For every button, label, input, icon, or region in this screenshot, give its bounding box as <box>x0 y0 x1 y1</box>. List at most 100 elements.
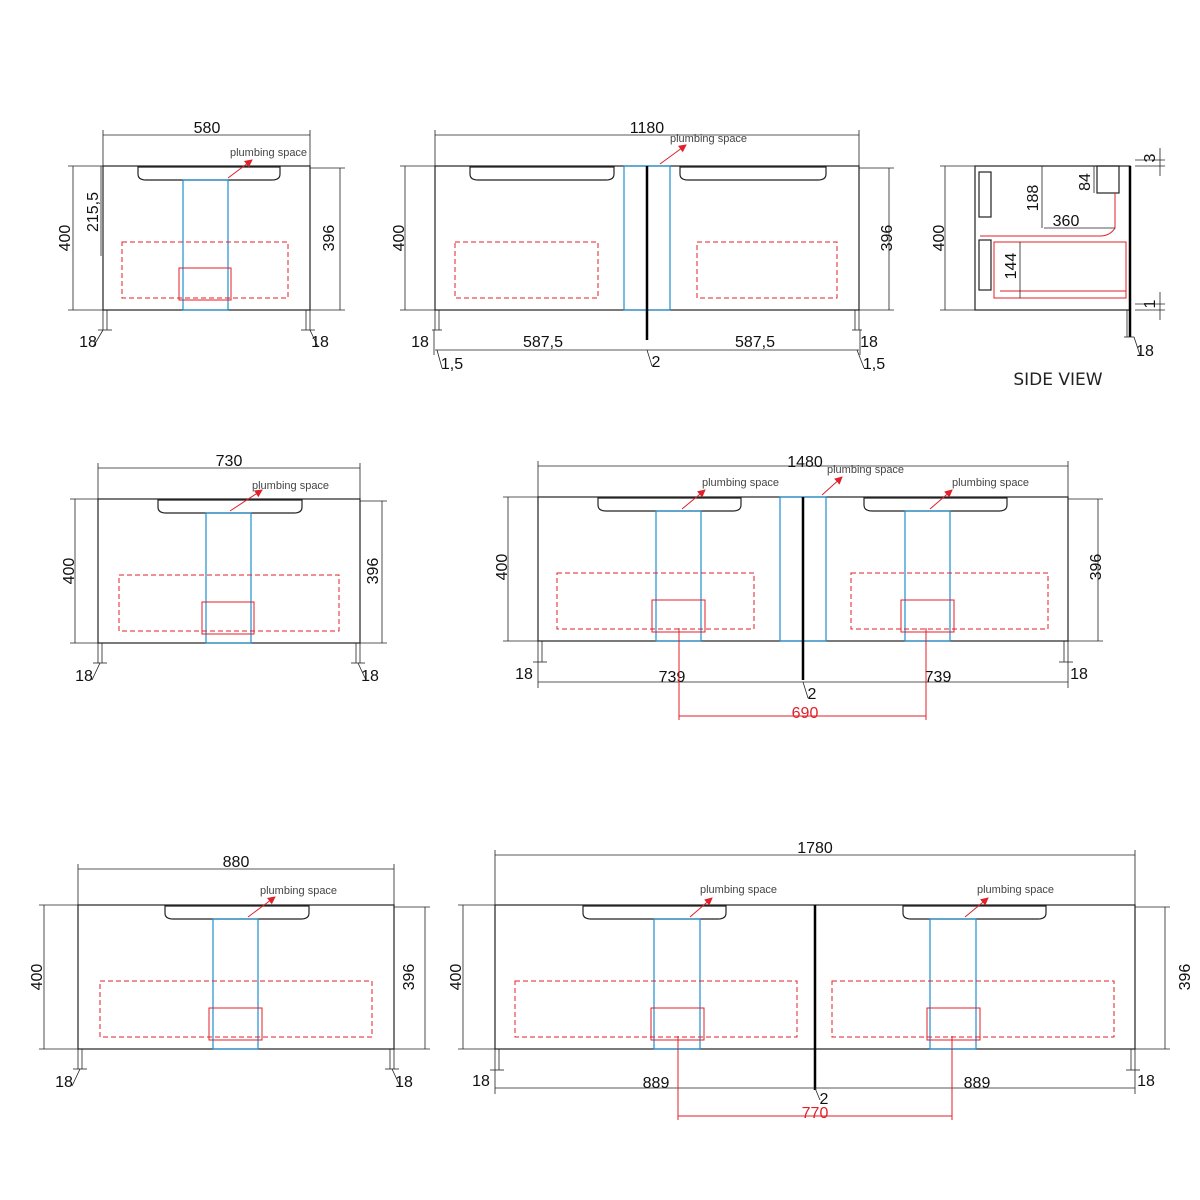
runner-top <box>978 171 992 218</box>
width-label: 580 <box>194 120 221 137</box>
siphon-box <box>208 1007 263 1041</box>
siphon-box <box>178 267 232 301</box>
siphon-box-right <box>900 599 955 633</box>
dim-3: 3 <box>1142 153 1159 162</box>
plumbing-label-left: plumbing space <box>700 884 777 896</box>
height-left-label: 400 <box>29 964 46 991</box>
plumbing-zone <box>205 512 252 644</box>
height-left-label: 400 <box>391 225 408 252</box>
plumbing-label: plumbing space <box>670 133 747 145</box>
leg-right-label: 18 <box>395 1074 413 1091</box>
fluted-front-panel <box>77 904 395 1050</box>
plumbing-zone-right <box>904 510 951 642</box>
plumbing-label-center: plumbing space <box>827 464 904 476</box>
drawer-outline <box>121 241 289 299</box>
plumbing-zone-left <box>655 510 702 642</box>
fluted-front-panel <box>97 498 361 644</box>
plumbing-label: plumbing space <box>230 147 307 159</box>
drawer-outline-left <box>514 980 798 1038</box>
extra-left-label: 215,5 <box>85 192 102 232</box>
drawer-outline-right <box>850 572 1049 630</box>
dim-188: 188 <box>1025 185 1042 212</box>
leg-right-label: 18 <box>1137 1073 1155 1090</box>
siphon-box-left <box>650 1007 705 1041</box>
siphon-box-right <box>926 1007 981 1041</box>
gap-right-label: 1,5 <box>863 356 885 373</box>
gap-left-label: 1,5 <box>441 356 463 373</box>
leg-left-label: 18 <box>515 666 533 683</box>
plumbing-zone-left <box>653 918 701 1050</box>
dim-360: 360 <box>1053 213 1080 230</box>
dim-144: 144 <box>1003 253 1020 280</box>
basin-cutout-left <box>597 497 742 512</box>
height-left-label: 400 <box>57 225 74 252</box>
basin-cutout <box>157 499 303 514</box>
drain-spacing-label: 690 <box>792 705 819 722</box>
drawer-side <box>993 241 1127 299</box>
unit-1780-front-view: plumbing space plumbing space 1780 400 3… <box>448 840 1194 1122</box>
leg-right-label: 18 <box>311 334 329 351</box>
plumbing-label-right: plumbing space <box>977 884 1054 896</box>
leg-left-label: 18 <box>472 1073 490 1090</box>
height-left-label: 400 <box>448 964 465 991</box>
unit-730-front-view: plumbing space 730 400 396 18 18 <box>61 453 387 685</box>
door-width-right: 587,5 <box>735 334 775 351</box>
drawer-outline <box>118 574 340 632</box>
height-label: 400 <box>931 225 948 252</box>
plumbing-zone-right <box>929 918 977 1050</box>
dim-1: 1 <box>1142 299 1159 308</box>
fluted-front-panel <box>102 165 311 311</box>
door-width-left: 739 <box>659 669 686 686</box>
drawer-outline-right <box>831 980 1115 1038</box>
basin-profile <box>980 193 1116 237</box>
width-label: 1780 <box>797 840 833 857</box>
basin-cutout <box>164 905 310 920</box>
plumbing-label: plumbing space <box>252 480 329 492</box>
plumbing-zone <box>182 179 229 311</box>
door-width-right: 739 <box>925 669 952 686</box>
drawer-outline <box>99 980 373 1038</box>
leg-right-label: 18 <box>361 668 379 685</box>
side-view-caption: SIDE VIEW <box>1013 370 1102 390</box>
width-label: 730 <box>216 453 243 470</box>
unit-880-front-view: plumbing space 880 400 396 18 18 <box>29 854 430 1091</box>
width-label: 880 <box>223 854 250 871</box>
runner-bottom <box>978 239 992 291</box>
basin-cutout-left <box>582 905 727 920</box>
unit-580-front-view: plumbing space 580 400 215,5 396 18 18 <box>57 120 345 351</box>
height-right-label: 396 <box>365 558 382 585</box>
gap-center-label: 2 <box>820 1091 829 1108</box>
siphon-box <box>201 601 255 635</box>
basin-cutout <box>137 166 281 181</box>
basin-cutout-right <box>863 497 1008 512</box>
width-label: 1180 <box>630 120 665 137</box>
height-right-label: 396 <box>1177 964 1194 991</box>
siphon-box-left <box>651 599 706 633</box>
height-left-label: 400 <box>494 554 511 581</box>
drawer-outline-left <box>556 572 755 630</box>
gap-center-label: 2 <box>652 354 661 371</box>
unit-1180-front-view: plumbing space 1180 400 396 18 18 587,5 … <box>391 120 896 373</box>
basin-cutout-right <box>679 166 827 181</box>
leg-right-label: 18 <box>860 334 878 351</box>
height-right-label: 396 <box>401 964 418 991</box>
height-right-label: 396 <box>879 225 896 252</box>
plumbing-label-right: plumbing space <box>952 477 1029 489</box>
siphon-block <box>1096 165 1120 194</box>
side-outline <box>974 165 1131 311</box>
leg-left-label: 18 <box>79 334 97 351</box>
leg-left-label: 18 <box>75 668 93 685</box>
door-width-left: 889 <box>643 1075 670 1092</box>
drawer-outline-left <box>454 241 599 299</box>
height-right-label: 396 <box>1088 554 1105 581</box>
basin-cutout-right <box>902 905 1047 920</box>
drain-spacing-label: 770 <box>802 1105 829 1122</box>
door-width-right: 889 <box>964 1075 991 1092</box>
plumbing-label: plumbing space <box>260 885 337 897</box>
leg-left-label: 18 <box>55 1074 73 1091</box>
height-right-label: 396 <box>321 225 338 252</box>
side-view: 400 188 360 84 144 3 1 18 SIDE VIEW <box>931 148 1165 390</box>
height-left-label: 400 <box>61 558 78 585</box>
drawer-outline-right <box>696 241 838 299</box>
